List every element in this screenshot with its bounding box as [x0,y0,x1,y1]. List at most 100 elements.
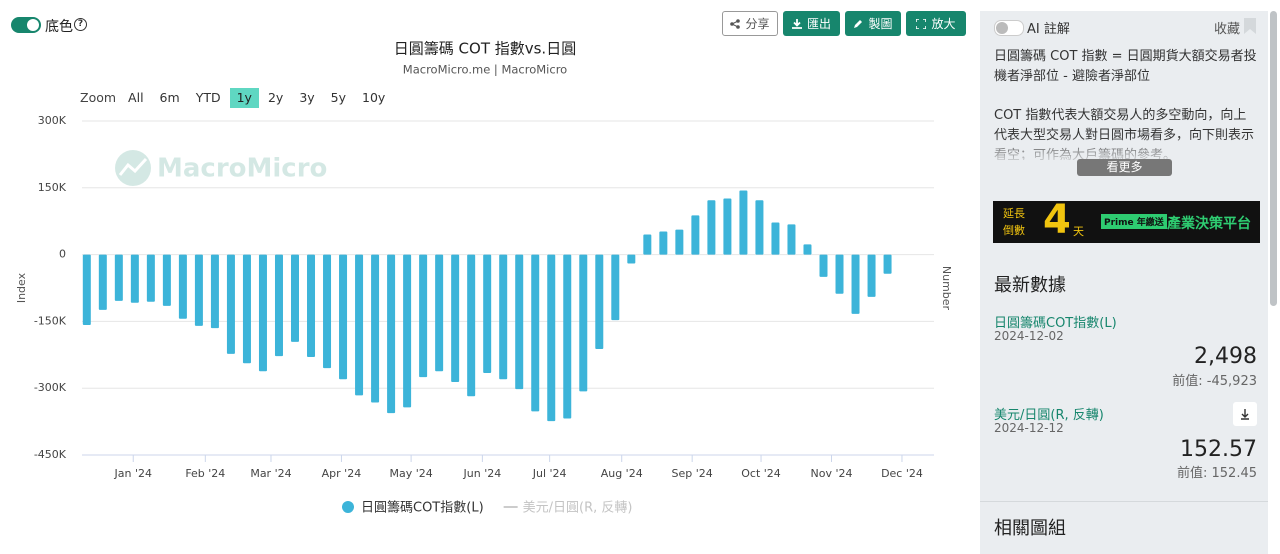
zoom-label: 放大 [931,17,956,31]
zoom-option[interactable]: 1y [229,88,259,108]
chart-title: 日圓籌碼 COT 指數vs.日圓 [394,40,576,58]
banner-left: 延長 倒數 [1003,207,1025,237]
y-tick-label: 150K [38,181,67,194]
bar [178,254,187,319]
bar [98,254,107,310]
bar [355,254,364,396]
y-axis-label: Index [15,272,28,303]
bar [771,222,780,255]
side-panel: AI 註解 收藏 日圓籌碼 COT 指數 = 日圓期貨大額交易者投機者淨部位 -… [980,11,1268,554]
x-tick-label: Oct '24 [741,467,781,480]
help-icon[interactable]: ? [74,18,87,31]
zoom-title: Zoom [80,90,117,105]
zoom-option[interactable]: 5y [330,90,347,105]
bar [467,254,476,397]
x-tick-label: Mar '24 [250,467,291,480]
bar [755,200,764,255]
bar [883,254,892,274]
more-button[interactable]: 看更多 [1077,159,1172,176]
draw-icon [854,19,863,28]
chart-subtitle: MacroMicro.me | MacroMicro [403,63,567,77]
zoom-option[interactable]: 6m [159,90,180,105]
related-heading: 相關圖組 [994,518,1066,539]
y-tick-label: -150K [34,314,67,327]
y-tick-label: -300K [34,381,67,394]
bar [819,254,828,277]
banner-unit: 天 [1073,225,1084,238]
toggle[interactable] [11,17,41,33]
bar [130,254,139,303]
x-tick-label: Sep '24 [672,467,713,480]
y-tick-label: -450K [34,448,67,461]
x-tick-label: Jul '24 [532,467,567,480]
banner[interactable]: 延長 倒數 4 天 Prime 年繳送 產業決策平台 [993,197,1260,243]
bar [323,254,332,369]
bar [146,254,155,302]
bar [419,254,428,378]
bookmark-icon[interactable] [1244,18,1256,34]
ai-toggle[interactable] [994,20,1024,36]
x-tick-label: Dec '24 [881,467,923,480]
description: 日圓籌碼 COT 指數 = 日圓期貨大額交易者投機者淨部位 - 避險者淨部位 [994,49,1257,84]
item-name[interactable]: 日圓籌碼COT指數(L) [994,316,1117,331]
bar [579,254,588,392]
item-name[interactable]: 美元/日圓(R, 反轉) [994,408,1104,423]
bar [194,254,203,326]
bar [114,254,123,301]
banner-tag: Prime 年繳送 [1101,214,1167,229]
bar [723,198,732,255]
bar [547,254,556,422]
watermark-logo [115,150,151,186]
share-button[interactable]: 分享 [722,11,778,36]
zoom-option[interactable]: 10y [362,90,386,105]
favorite-label[interactable]: 收藏 [1214,22,1241,37]
bar [803,244,812,255]
bar [339,254,348,380]
chart: 日圓籌碼 COT 指數vs.日圓 MacroMicro.me | MacroMi… [15,40,953,516]
bar [611,254,620,321]
bar [691,215,700,255]
legend-label: 美元/日圓(R, 反轉) [523,501,633,516]
zoom-option[interactable]: YTD [195,90,221,105]
bar [515,254,524,390]
share-label: 分享 [745,17,770,31]
toggle-label: 底色 [45,19,73,35]
x-tick-label: Aug '24 [601,467,643,480]
zoom-option[interactable]: All [128,90,144,105]
bar [675,229,684,255]
zoom-bar: Zoom All 6m YTD 1y 2y 3y 5y 10y [80,88,393,108]
bar [499,254,508,380]
bar [707,200,716,255]
export-button[interactable]: 匯出 [783,11,840,36]
item-prev: 前值: -45,923 [1172,374,1257,389]
bar [435,254,444,372]
latest-heading: 最新數據 [994,275,1066,296]
download-icon [1241,409,1249,420]
x-tick-label: Feb '24 [185,467,225,480]
item-date: 2024-12-02 [994,329,1064,343]
x-tick-label: Nov '24 [811,467,853,480]
zoom-option[interactable]: 3y [299,90,315,105]
bar [371,254,380,403]
bar [403,254,412,408]
bar [739,190,748,255]
bar [82,254,91,325]
bar [851,254,860,314]
bar [274,254,283,357]
draw-button[interactable]: 製圖 [845,11,901,36]
zoom-button[interactable]: 放大 [906,11,966,36]
bar [835,254,844,294]
bar [595,254,604,350]
download-button[interactable] [1233,402,1257,426]
bar [291,254,299,342]
scrollbar[interactable] [1270,11,1277,306]
bar [787,224,796,255]
bar [242,254,251,364]
banner-number: 4 [1043,197,1071,243]
bar [210,254,219,329]
zoom-option[interactable]: 2y [267,90,284,105]
draw-label: 製圖 [868,17,893,31]
banner-right: 產業決策平台 [1167,216,1251,232]
divider [980,501,1268,502]
bar [867,254,876,297]
